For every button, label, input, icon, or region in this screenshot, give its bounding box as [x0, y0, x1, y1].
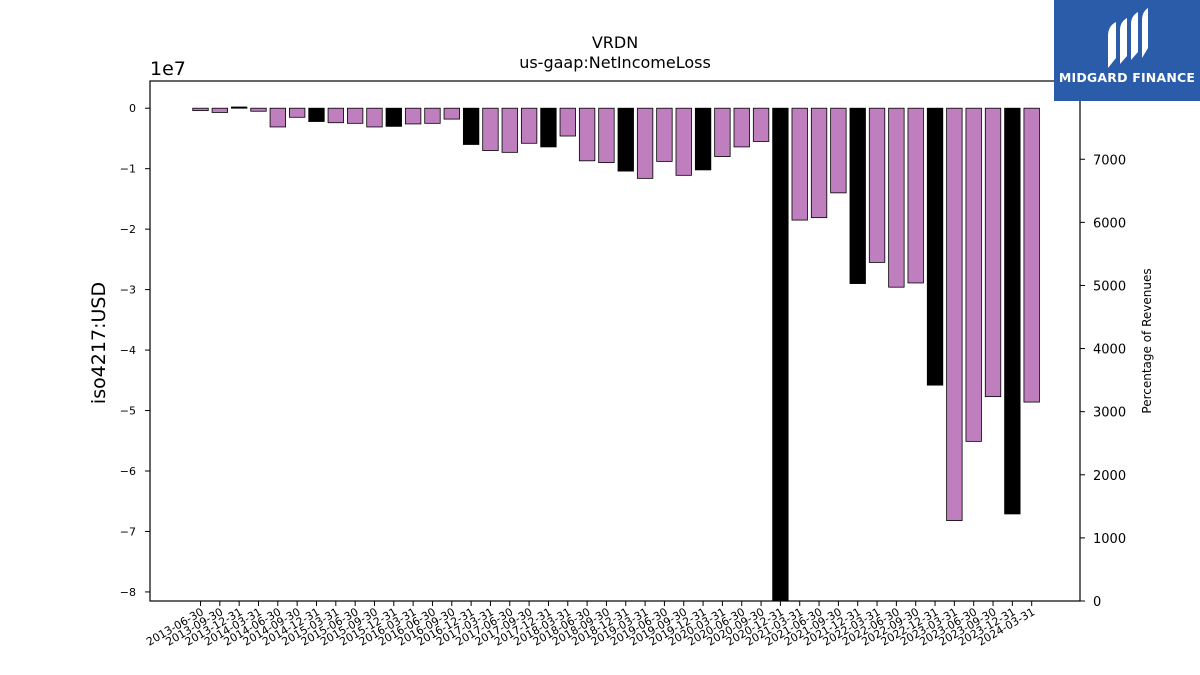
bar-2023-12-31: [1004, 107, 1021, 515]
axes-group: 2013-06-302013-09-302013-12-312014-03-31…: [120, 80, 1126, 649]
bar-2017-06-30: [501, 107, 518, 153]
bar-2022-03-31: [868, 107, 886, 263]
bar-2016-09-30: [443, 107, 460, 120]
bar-2019-06-30: [656, 107, 673, 162]
y2-tick-label: 2000: [1093, 469, 1126, 484]
bar-2020-12-31: [772, 107, 789, 602]
bar-2019-09-30: [675, 107, 692, 176]
bar-2021-09-30: [830, 107, 847, 194]
y-tick-label: −6: [120, 465, 136, 478]
midgard-logo-icon: [1108, 8, 1148, 68]
bar-2019-03-31: [636, 107, 654, 179]
bar-2013-06-30: [192, 107, 209, 112]
y2-tick-label: 4000: [1093, 343, 1126, 358]
chart-subtitle: us-gaap:NetIncomeLoss: [519, 53, 711, 72]
bar-2018-06-30: [578, 107, 596, 162]
bar-2022-09-30: [907, 107, 924, 284]
bar-2019-12-31: [694, 107, 712, 171]
bar-2017-09-30: [520, 107, 538, 144]
y2-tick-label: 1000: [1093, 532, 1126, 547]
bar-2018-09-30: [598, 107, 615, 164]
y2-tick-label: 7000: [1093, 153, 1126, 168]
brand-logo: MIDGARD FINANCE: [1054, 0, 1200, 101]
bar-2014-03-31: [250, 107, 267, 112]
bar-2014-09-30: [288, 107, 306, 118]
bar-2023-06-30: [965, 107, 982, 442]
y-tick-label: −2: [120, 223, 136, 236]
bar-2016-06-30: [424, 107, 441, 124]
bar-2018-03-31: [559, 107, 576, 137]
y-tick-label: 0: [129, 102, 136, 115]
bar-2015-06-30: [346, 107, 364, 124]
y2-tick-label: 0: [1093, 595, 1101, 610]
brand-logo-text: MIDGARD FINANCE: [1058, 70, 1196, 85]
bar-2023-09-30: [984, 107, 1002, 398]
y-tick-label: −3: [120, 284, 136, 297]
bar-2014-06-30: [269, 107, 286, 128]
bar-2020-03-31: [714, 107, 731, 157]
bars-group: [192, 106, 1040, 602]
bar-2015-03-31: [327, 107, 344, 124]
bar-2016-12-31: [462, 107, 480, 145]
bar-2016-03-31: [404, 107, 422, 125]
bar-2018-12-31: [617, 107, 634, 172]
y-tick-label: −1: [120, 163, 136, 176]
bar-2021-06-30: [810, 107, 828, 219]
y2-tick-label: 6000: [1093, 216, 1126, 231]
bar-2022-06-30: [888, 107, 905, 288]
bar-2020-06-30: [733, 107, 750, 148]
bar-2017-03-31: [482, 107, 499, 151]
bar-2014-12-31: [308, 107, 325, 122]
bar-2021-03-31: [791, 107, 808, 221]
y-axis-label: iso4217:USD: [88, 282, 110, 404]
chart-title: VRDN: [592, 33, 638, 52]
y-tick-label: −7: [120, 525, 136, 538]
y-offset-label: 1e7: [150, 58, 186, 80]
bar-2015-12-31: [385, 107, 402, 127]
bar-2017-12-31: [540, 107, 557, 148]
bar-2013-09-30: [211, 107, 228, 113]
y2-axis-label: Percentage of Revenues: [1140, 268, 1154, 413]
bar-2015-09-30: [366, 107, 383, 128]
y2-tick-label: 3000: [1093, 406, 1126, 421]
y-tick-label: −4: [120, 344, 136, 357]
bar-2020-09-30: [752, 107, 770, 142]
bar-2013-12-31: [231, 106, 248, 109]
bar-2022-12-31: [926, 107, 944, 386]
y-tick-label: −8: [120, 586, 136, 599]
y2-tick-label: 5000: [1093, 279, 1126, 294]
bar-2021-12-31: [849, 107, 866, 284]
y-tick-label: −5: [120, 405, 136, 418]
bar-2024-03-31: [1023, 107, 1040, 403]
plot-frame: [149, 80, 1081, 602]
bar-2023-03-31: [946, 107, 963, 521]
